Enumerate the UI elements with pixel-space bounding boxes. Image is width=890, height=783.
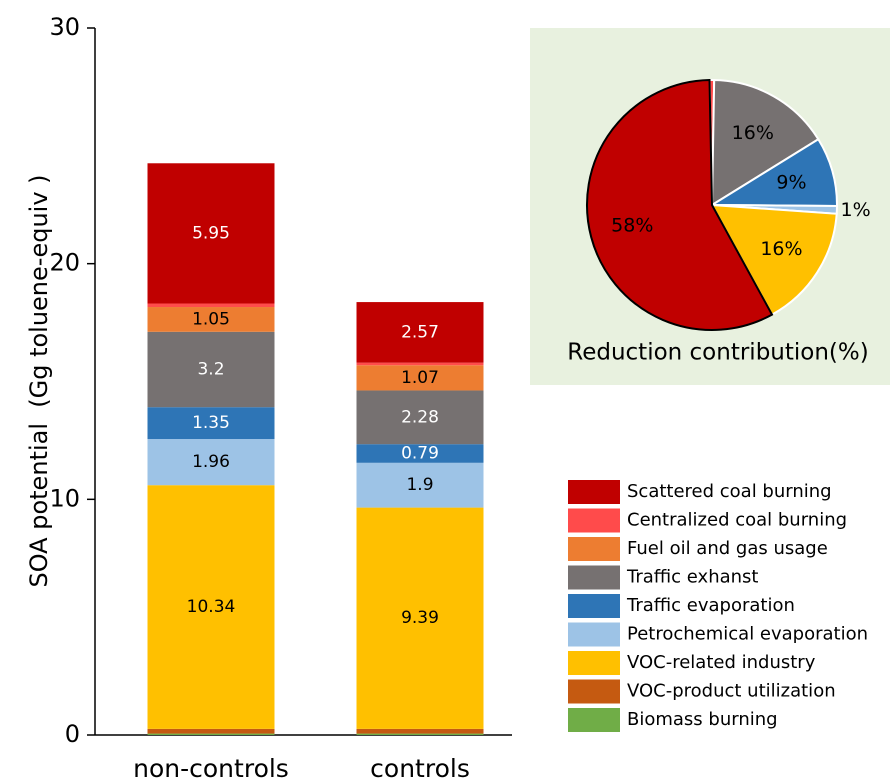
y-axis-label: SOA potential (Gg toluene-equiv ): [25, 174, 53, 587]
pie-slice: [586, 79, 774, 331]
bar-segment: [356, 444, 484, 463]
y-tick-label: 20: [49, 249, 80, 277]
bar-segment: [147, 733, 275, 735]
legend-swatch: [568, 565, 620, 590]
pie-slice: [710, 79, 820, 207]
bar-segment: [147, 728, 275, 734]
bar-segment: [147, 485, 275, 729]
data-label: 10.34: [187, 597, 236, 617]
legend-label: Traffic exhanst: [626, 567, 759, 588]
bar-segment: [147, 439, 275, 486]
legend-swatch: [568, 594, 620, 618]
data-label: 2.57: [401, 322, 439, 342]
data-label: 1.05: [192, 309, 230, 329]
bar-segment: [356, 728, 484, 734]
x-tick-label: non-controls: [133, 754, 289, 783]
pie-label: 16%: [732, 122, 774, 144]
legend-label: Centralized coal burning: [627, 510, 847, 531]
legend-swatch: [568, 537, 620, 561]
data-label: 1.07: [401, 368, 439, 388]
pie-slice: [710, 203, 838, 317]
legend-label: Biomass burning: [627, 709, 778, 730]
pie-label: 1%: [841, 199, 871, 221]
legend-swatch: [568, 622, 620, 647]
bar-segment: [356, 462, 484, 508]
pie-label: 16%: [760, 238, 802, 260]
legend-swatch: [568, 651, 620, 675]
pie-label: 9%: [776, 171, 806, 193]
data-label: 1.35: [192, 413, 230, 433]
bar-segment: [356, 302, 484, 363]
bar-segment: [356, 365, 484, 391]
y-tick-label: 10: [49, 484, 80, 512]
data-label: 1.9: [406, 475, 433, 495]
legend-label: VOC-product utilization: [627, 681, 836, 702]
bar-segment: [356, 362, 484, 366]
legend-swatch: [568, 679, 620, 704]
pie-title: Reduction contribution(%): [567, 340, 868, 366]
bar-segment: [356, 390, 484, 445]
legend-label: Fuel oil and gas usage: [627, 538, 828, 559]
data-label: 9.39: [401, 608, 439, 628]
legend-label: Traffic evaporation: [626, 595, 795, 616]
bar-segment: [147, 163, 275, 304]
data-label: 2.28: [401, 407, 439, 427]
bar-segment: [147, 303, 275, 308]
data-label: 1.96: [192, 452, 230, 472]
bar-segment: [147, 307, 275, 332]
x-tick-label: controls: [370, 754, 470, 783]
legend-label: Petrochemical evaporation: [627, 624, 868, 645]
legend-swatch: [568, 708, 620, 732]
legend-label: VOC-related industry: [627, 652, 816, 673]
pie-label: 58%: [611, 215, 653, 237]
bar-segment: [356, 507, 484, 729]
data-label: 5.95: [192, 223, 230, 243]
bar-segment: [147, 407, 275, 440]
data-label: 0.79: [401, 443, 439, 463]
legend-swatch: [568, 480, 620, 504]
bar-segment: [147, 331, 275, 408]
y-tick-label: 30: [49, 13, 80, 41]
data-label: 3.2: [197, 359, 224, 379]
legend-label: Scattered coal burning: [627, 481, 832, 502]
legend-swatch: [568, 508, 620, 533]
bar-segment: [356, 733, 484, 735]
y-tick-label: 0: [65, 720, 80, 748]
